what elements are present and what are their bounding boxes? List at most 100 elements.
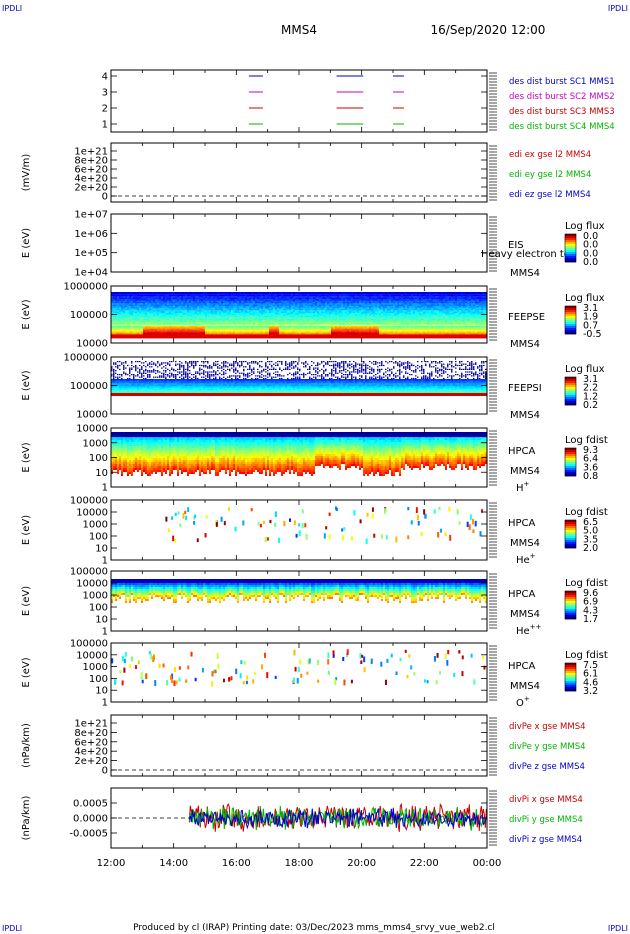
heatmap-cell <box>307 313 309 315</box>
heatmap-cell <box>325 294 327 297</box>
heatmap-cell <box>215 330 217 332</box>
heatmap-cell <box>421 314 423 316</box>
heatmap-cell <box>281 296 283 298</box>
heatmap-cell <box>389 303 391 305</box>
heatmap-cell <box>377 331 379 334</box>
heatmap-cell <box>265 328 267 331</box>
heatmap-cell <box>169 311 171 314</box>
heatmap-cell <box>225 306 227 308</box>
heatmap-cell <box>193 331 195 334</box>
heatmap-cell <box>123 310 125 312</box>
heatmap-cell <box>329 300 331 302</box>
heatmap-cell <box>161 333 163 335</box>
heatmap-cell <box>371 328 373 331</box>
heatmap-cell <box>367 301 369 304</box>
heatmap-cell <box>255 317 257 319</box>
heatmap-cell <box>375 304 377 307</box>
heatmap-cell <box>243 297 245 300</box>
heatmap-cell <box>237 330 239 332</box>
heatmap-cell <box>149 321 151 323</box>
heatmap-cell <box>227 294 229 297</box>
heatmap-cell <box>291 310 293 312</box>
heatmap-cell <box>313 294 315 297</box>
heatmap-cell <box>197 296 199 298</box>
heatmap-cell <box>419 314 421 316</box>
heatmap-cell <box>257 308 259 311</box>
heatmap-cell <box>115 315 117 318</box>
heatmap-cell <box>227 327 229 329</box>
heatmap-cell <box>375 293 377 295</box>
heatmap-cell <box>301 301 303 304</box>
heatmap-cell <box>231 293 233 295</box>
heatmap-cell <box>195 313 197 315</box>
heatmap-cell <box>119 293 121 295</box>
heatmap-cell <box>311 318 313 321</box>
heatmap-cell <box>359 328 361 331</box>
heatmap-cell <box>171 306 173 308</box>
heatmap-cell <box>221 324 223 326</box>
heatmap-cell <box>351 330 353 332</box>
heatmap-cell <box>183 313 185 315</box>
heatmap-cell <box>309 303 311 305</box>
heatmap-cell <box>417 331 419 334</box>
heatmap-cell <box>183 296 185 298</box>
heatmap-cell <box>385 314 387 316</box>
heatmap-cell <box>325 307 327 309</box>
heatmap-cell <box>189 315 191 318</box>
heatmap-cell <box>231 306 233 308</box>
heatmap-cell <box>197 324 199 326</box>
heatmap-cell <box>227 315 229 318</box>
heatmap-cell <box>165 320 167 322</box>
heatmap-cell <box>295 330 297 332</box>
heatmap-cell <box>183 333 185 335</box>
heatmap-cell <box>175 293 177 295</box>
heatmap-cell <box>275 307 277 309</box>
heatmap-cell <box>239 306 241 308</box>
heatmap-cell <box>221 333 223 335</box>
heatmap-cell <box>199 311 201 314</box>
heatmap-cell <box>219 313 221 315</box>
heatmap-cell <box>237 328 239 331</box>
heatmap-cell <box>259 330 261 332</box>
heatmap-cell <box>277 320 279 322</box>
heatmap-cell <box>235 296 237 298</box>
heatmap-cell <box>115 311 117 314</box>
heatmap-cell <box>415 310 417 312</box>
heatmap-cell <box>393 318 395 321</box>
heatmap-cell <box>233 318 235 321</box>
heatmap-cell <box>145 294 147 297</box>
heatmap-cell <box>247 330 249 332</box>
heatmap-cell <box>249 310 251 312</box>
heatmap-cell <box>123 292 125 294</box>
heatmap-cell <box>379 328 381 331</box>
heatmap-cell <box>159 300 161 302</box>
heatmap-cell <box>385 317 387 319</box>
heatmap-cell <box>269 303 271 305</box>
legend-entry: edi ez gse l2 MMS4 <box>509 190 591 200</box>
heatmap-cell <box>387 326 389 328</box>
heatmap-cell <box>331 296 333 298</box>
heatmap-cell <box>411 317 413 319</box>
heatmap-cell <box>135 314 137 316</box>
heatmap-cell <box>127 318 129 321</box>
heatmap-cell <box>181 315 183 318</box>
heatmap-cell <box>295 296 297 298</box>
heatmap-cell <box>181 304 183 307</box>
heatmap-cell <box>387 318 389 321</box>
heatmap-cell <box>217 307 219 309</box>
heatmap-cell <box>157 301 159 304</box>
heatmap-cell <box>143 317 145 319</box>
heatmap-cell <box>137 299 139 301</box>
heatmap-cell <box>139 324 141 326</box>
heatmap-cell <box>341 293 343 295</box>
heatmap-cell <box>195 299 197 301</box>
heatmap-cell <box>195 306 197 308</box>
heatmap-cell <box>223 294 225 297</box>
heatmap-cell <box>315 315 317 318</box>
heatmap-cell <box>413 299 415 301</box>
heatmap-cell <box>287 328 289 331</box>
heatmap-cell <box>141 301 143 304</box>
heatmap-cell <box>311 299 313 301</box>
heatmap-cell <box>349 330 351 332</box>
heatmap-cell <box>409 307 411 309</box>
